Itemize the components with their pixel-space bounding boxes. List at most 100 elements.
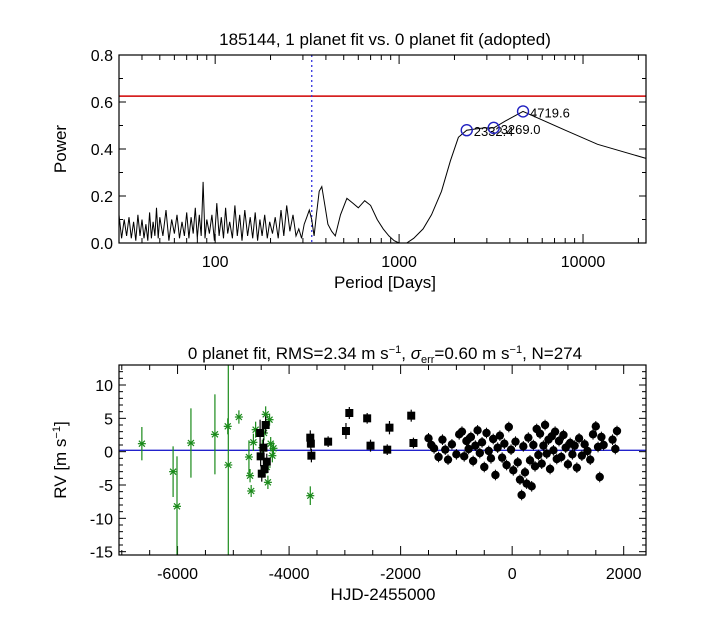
rv-ylabel-exp: −1	[51, 426, 63, 439]
periodogram-ytick-label: 0.8	[91, 48, 113, 65]
rv-point-circle	[550, 427, 560, 436]
rv-point-square	[261, 421, 270, 429]
rv-point-circle	[452, 450, 461, 459]
rv-point-circle	[519, 442, 528, 451]
rv-point-square	[256, 429, 265, 437]
rv-point-circle	[509, 466, 518, 475]
rv-point-circle	[524, 433, 533, 442]
rv-point-green	[187, 439, 195, 447]
rv-point-circle	[477, 438, 487, 447]
rv-title-mid: ,	[401, 344, 410, 363]
rv-point-circle	[525, 456, 535, 465]
rv-point-circle	[491, 470, 500, 480]
rv-point-circle	[580, 440, 589, 449]
periodogram-ylabel: Power	[51, 125, 70, 174]
rv-point-square	[366, 441, 375, 450]
rv-point-green	[267, 440, 275, 448]
rv-point-circle	[517, 490, 526, 500]
rv-title-prefix: 0 planet fit, RMS=2.34 m s	[188, 344, 389, 363]
rv-ytick-label: 0	[104, 445, 113, 462]
rv-point-circle	[464, 444, 473, 454]
rv-title-sigma: σ	[411, 344, 422, 363]
rv-point-circle	[574, 434, 584, 443]
rv-point-circle	[438, 435, 447, 444]
periodogram-ytick-label: 0.0	[91, 236, 113, 253]
rv-xtick-label: 2000	[606, 566, 642, 583]
rv-point-circle	[502, 460, 511, 470]
rv-point-square	[257, 469, 266, 478]
rv-point-circle	[583, 446, 592, 456]
rv-point-green	[138, 440, 146, 448]
rv-point-circle	[480, 462, 489, 472]
rv-frame	[118, 364, 647, 556]
rv-point-circle	[608, 435, 617, 444]
rv-point-circle	[466, 432, 476, 442]
rv-point-circle	[599, 440, 608, 450]
rv-point-circle	[429, 444, 439, 453]
peak-marker	[516, 105, 530, 118]
rv-point-circle	[500, 439, 509, 448]
rv-point-circle	[471, 441, 480, 450]
rv-point-green	[249, 438, 257, 446]
periodogram-frame	[118, 54, 647, 244]
rv-title-tail: , N=274	[522, 344, 582, 363]
rv-xtick-label: -4000	[269, 566, 310, 583]
rv-point-circle	[520, 468, 530, 477]
rv-point-square	[307, 451, 316, 460]
rv-point-circle	[527, 482, 536, 491]
peak-marker	[487, 121, 500, 135]
rv-point-circle	[557, 452, 566, 462]
periodogram-xtick-label: 1000	[381, 254, 417, 271]
rv-xtick-label: -6000	[157, 566, 198, 583]
rv-point-square	[324, 437, 333, 446]
rv-point-circle	[554, 436, 564, 446]
periodogram-ytick-label: 0.4	[91, 142, 113, 159]
rv-point-circle	[542, 449, 551, 458]
rv-point-circle	[434, 452, 443, 462]
rv-point-square	[409, 439, 418, 447]
rv-plot-area: -15 -10 -5 0 5 10 -6000 -4000 -2000 0 2000	[90, 365, 646, 583]
rv-point-circle	[495, 431, 505, 440]
rv-point-circle	[473, 426, 482, 435]
rv-point-circle	[457, 427, 467, 436]
rv-point-circle	[530, 462, 540, 471]
rv-point-circle	[424, 434, 433, 443]
rv-point-circle	[570, 441, 579, 450]
periodogram-panel: 185144, 1 planet fit vs. 0 planet fit (a…	[51, 30, 647, 292]
rv-panel: 0 planet fit, RMS=2.34 m s−1, σerr=0.60 …	[51, 344, 647, 604]
rv-title-err: err	[421, 354, 435, 366]
periodogram-xtick-label: 10000	[561, 254, 606, 271]
rv-ylabel-main: RV [m s	[51, 439, 70, 499]
rv-ylabel: RV [m s−1]	[51, 421, 70, 498]
rv-point-square	[262, 457, 271, 466]
rv-title-val: =0.60 m s	[434, 344, 509, 363]
rv-point-green	[264, 478, 272, 486]
rv-point-circle	[595, 472, 604, 482]
rv-point-circle	[468, 456, 478, 466]
periodogram-ytick-label: 0.6	[91, 95, 113, 112]
rv-point-square	[345, 409, 354, 417]
peak-marker	[460, 123, 473, 137]
rv-point-circle	[441, 445, 450, 454]
rv-point-circle	[515, 475, 525, 484]
rv-xtick-label: -2000	[380, 566, 421, 583]
rv-point-circle	[539, 441, 548, 450]
rv-point-green	[211, 430, 219, 438]
rv-title-exp1: −1	[389, 344, 402, 356]
rv-point-circle	[568, 450, 577, 459]
rv-point-circle	[572, 463, 582, 472]
rv-point-circle	[493, 443, 502, 452]
rv-point-square	[383, 445, 392, 454]
rv-ylabel-close: ]	[51, 421, 70, 426]
periodogram-xtick-label: 100	[202, 254, 229, 271]
rv-point-square	[260, 465, 269, 473]
rv-point-green	[252, 426, 260, 434]
rv-point-square	[385, 423, 394, 432]
rv-point-green	[224, 461, 232, 469]
periodogram-title: 185144, 1 planet fit vs. 0 planet fit (a…	[219, 30, 551, 49]
rv-point-green	[306, 492, 314, 500]
rv-point-circle	[540, 420, 550, 430]
rv-ytick-label: -5	[99, 478, 113, 495]
rv-ytick-label: 10	[95, 378, 113, 395]
